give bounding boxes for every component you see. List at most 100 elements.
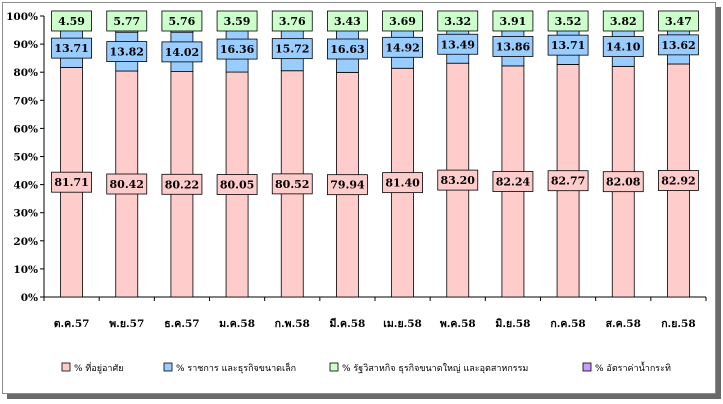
data-label: 13.71 [54, 42, 88, 55]
legend-label: % ราชการ และธุรกิจขนาดเล็ก [176, 361, 296, 374]
x-tick-label: ก.พ.58 [275, 318, 310, 330]
data-label-box [492, 10, 534, 32]
y-tick-label: 0% [21, 292, 38, 304]
data-label-box [658, 34, 699, 56]
x-tick-label: พ.ย.57 [109, 318, 144, 330]
legend-label: % ที่อยู่อาศัย [74, 361, 123, 374]
x-tick-label: เม.ย.58 [383, 318, 422, 330]
data-label: 81.40 [385, 177, 420, 190]
data-label: 81.71 [54, 176, 88, 189]
data-label: 3.69 [389, 15, 416, 28]
data-label: 3.76 [279, 15, 306, 28]
data-label-box [216, 174, 258, 195]
data-label: 5.76 [169, 15, 196, 28]
data-label-box [382, 172, 423, 194]
data-label-box [216, 10, 258, 32]
data-label-box [51, 171, 92, 193]
legend-swatch [582, 362, 592, 372]
x-tick-label: ต.ค.57 [54, 318, 90, 330]
data-label-box [547, 10, 589, 32]
x-tick-label: ส.ค.58 [606, 318, 641, 330]
data-label: 82.92 [661, 174, 695, 187]
data-label: 80.42 [110, 178, 144, 191]
data-label: 3.52 [555, 15, 582, 28]
data-label-box [602, 10, 644, 32]
x-tick-label: ก.ย.58 [661, 318, 695, 330]
y-tick-label: 80% [13, 67, 38, 79]
y-tick-label: 20% [13, 236, 38, 248]
data-label: 83.20 [441, 174, 476, 187]
data-label: 4.59 [58, 15, 85, 28]
data-label: 79.94 [330, 179, 365, 192]
data-label-box [106, 10, 148, 32]
x-tick-label: มิ.ย.58 [495, 318, 530, 330]
data-label-box [327, 174, 368, 196]
data-label-box [382, 36, 423, 58]
data-label: 16.63 [330, 43, 364, 56]
data-label-box [382, 10, 423, 32]
data-label: 15.72 [275, 43, 309, 56]
x-tick-label: ธ.ค.57 [164, 318, 199, 330]
y-tick-label: 50% [13, 152, 38, 164]
legend-label: % อัตราค่าน้ำกระทิ [595, 361, 671, 374]
data-label-box [271, 38, 313, 60]
data-label-box [271, 173, 313, 195]
y-tick-label: 70% [13, 95, 38, 107]
data-label: 82.08 [606, 176, 641, 189]
data-label-box [437, 169, 479, 191]
data-label: 80.52 [275, 178, 309, 191]
data-label: 82.24 [496, 175, 531, 188]
legend-swatch [163, 362, 173, 372]
y-tick-label: 90% [13, 39, 38, 51]
x-tick-label: มี.ค.58 [329, 317, 365, 330]
data-label: 3.91 [500, 15, 527, 28]
data-label-box [492, 36, 534, 57]
data-label-box [658, 170, 699, 191]
x-tick-label: พ.ค.58 [440, 318, 476, 330]
data-label: 82.77 [551, 175, 585, 188]
data-label-box [271, 10, 313, 32]
data-label: 14.92 [385, 41, 419, 54]
data-label: 3.43 [334, 15, 361, 28]
data-label: 13.82 [110, 46, 144, 59]
x-tick-label: ก.ค.58 [550, 318, 585, 330]
y-tick-label: 60% [13, 123, 38, 135]
data-label-box [658, 10, 699, 32]
data-label: 80.05 [220, 179, 254, 192]
data-label-box [106, 173, 148, 195]
data-label: 13.49 [441, 38, 475, 51]
data-label-box [492, 171, 534, 192]
x-tick-label: ม.ค.58 [219, 318, 255, 330]
data-label-box [547, 34, 589, 56]
data-label-box [327, 10, 368, 32]
data-label: 3.82 [610, 15, 637, 28]
data-label-box [437, 10, 479, 32]
y-tick-label: 10% [13, 264, 38, 276]
data-label-box [327, 38, 368, 60]
data-label-box [602, 171, 644, 193]
data-label: 13.62 [661, 39, 695, 52]
data-label-box [161, 10, 203, 32]
legend-label: % รัฐวิสาหกิจ ธุรกิจขนาดใหญ่ และอุตสาหกร… [342, 363, 528, 374]
y-tick-label: 30% [13, 208, 38, 220]
data-label: 80.22 [165, 178, 199, 191]
y-tick-label: 40% [13, 180, 38, 192]
legend-swatch [329, 362, 339, 372]
legend-swatch [61, 362, 71, 372]
y-tick-label: 100% [6, 11, 38, 23]
data-label-box [216, 38, 258, 60]
data-label: 13.71 [551, 39, 585, 52]
data-label: 13.86 [496, 40, 531, 53]
data-label: 3.32 [444, 15, 471, 28]
data-label-box [161, 41, 203, 63]
data-label: 16.36 [220, 43, 255, 56]
data-label-box [51, 10, 92, 32]
data-label-box [106, 41, 148, 63]
data-label-box [437, 33, 479, 55]
data-label: 14.02 [165, 46, 199, 59]
data-label: 5.77 [113, 15, 140, 28]
data-label: 3.47 [665, 15, 692, 28]
data-label-box [51, 37, 92, 59]
data-label-box [161, 173, 203, 195]
